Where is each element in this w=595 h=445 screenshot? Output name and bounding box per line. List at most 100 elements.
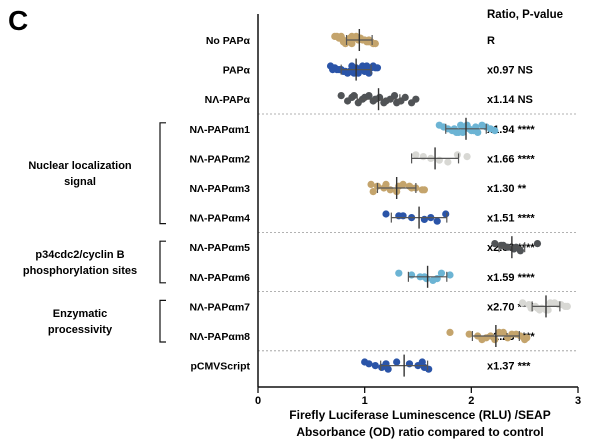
ratio-value: x1.94 **** bbox=[487, 124, 535, 136]
group-label: Enzymatic bbox=[53, 308, 107, 320]
data-point bbox=[369, 188, 377, 196]
panel-label: C bbox=[8, 5, 28, 36]
row-6: NΛ-PAPαm4 x1.51 **** bbox=[189, 206, 535, 229]
x-tick-label: 3 bbox=[575, 395, 581, 407]
data-point bbox=[425, 365, 433, 373]
data-point bbox=[467, 127, 475, 135]
data-point bbox=[350, 92, 358, 100]
data-point bbox=[405, 360, 414, 368]
data-point bbox=[393, 99, 401, 107]
ratio-value: x0.97 NS bbox=[487, 65, 533, 77]
data-point bbox=[463, 153, 471, 161]
row-3: NΛ-PAPαm1 x1.94 **** bbox=[189, 117, 535, 140]
data-point bbox=[491, 240, 499, 248]
group-label: phosphorylation sites bbox=[23, 265, 137, 277]
ratio-value: x1.37 *** bbox=[487, 361, 531, 373]
data-point bbox=[495, 328, 503, 336]
row-label: NΛ-PAPαm8 bbox=[189, 331, 250, 343]
data-point bbox=[348, 40, 356, 48]
data-point bbox=[491, 127, 499, 135]
data-point bbox=[365, 360, 373, 368]
data-point bbox=[420, 215, 428, 223]
row-2: NΛ-PAPα x1.14 NS bbox=[205, 88, 533, 111]
row-9: NΛ-PAPαm7 x2.70 **** bbox=[189, 295, 571, 318]
row-label: NΛ-PAPαm6 bbox=[189, 272, 250, 284]
row-label: PAPα bbox=[223, 65, 251, 77]
data-point bbox=[382, 360, 390, 368]
row-label: No PAPα bbox=[206, 35, 251, 47]
data-point bbox=[408, 271, 416, 279]
x-axis-label-line1: Firefly Luciferase Luminescence (RLU) /S… bbox=[289, 408, 550, 422]
row-label: NΛ-PAPα bbox=[205, 94, 251, 106]
data-point bbox=[361, 93, 369, 101]
row-label: NΛ-PAPαm1 bbox=[189, 124, 250, 136]
data-point bbox=[555, 301, 563, 309]
x-tick-label: 2 bbox=[468, 395, 474, 407]
data-point bbox=[382, 180, 390, 188]
divider-layer bbox=[258, 113, 578, 352]
row-4: NΛ-PAPαm2 x1.66 **** bbox=[189, 147, 535, 170]
data-point bbox=[399, 212, 407, 220]
data-point bbox=[546, 299, 554, 307]
data-point bbox=[395, 269, 403, 277]
row-0: No PAPα R bbox=[206, 29, 495, 51]
group-bracket bbox=[159, 299, 166, 343]
data-point bbox=[453, 151, 462, 159]
x-tick-label: 1 bbox=[362, 395, 368, 407]
data-point bbox=[463, 121, 471, 129]
data-point bbox=[504, 334, 512, 342]
ratio-value: x1.14 NS bbox=[487, 94, 533, 106]
group-label: processivity bbox=[48, 324, 113, 336]
data-point bbox=[384, 365, 392, 373]
row-label: NΛ-PAPαm4 bbox=[189, 213, 250, 225]
row-label: NΛ-PAPαm7 bbox=[189, 301, 250, 313]
data-point bbox=[412, 151, 420, 159]
data-point bbox=[533, 304, 542, 312]
row-label: NΛ-PAPαm3 bbox=[189, 183, 250, 195]
data-point bbox=[446, 271, 454, 279]
data-point bbox=[393, 358, 401, 366]
x-tick-layer: 0 1 2 3 bbox=[255, 387, 581, 407]
data-point bbox=[363, 62, 371, 70]
data-point bbox=[339, 38, 347, 46]
group-bracket bbox=[159, 240, 166, 284]
data-point bbox=[348, 32, 356, 41]
data-point bbox=[419, 153, 427, 161]
data-point bbox=[521, 336, 529, 344]
data-point bbox=[518, 299, 527, 307]
data-point bbox=[382, 97, 390, 105]
row-8: NΛ-PAPαm6 x1.59 **** bbox=[189, 265, 535, 288]
data-point bbox=[329, 66, 337, 74]
data-point bbox=[459, 128, 467, 136]
data-point bbox=[333, 32, 341, 41]
data-point bbox=[533, 240, 542, 248]
group-label: signal bbox=[64, 176, 96, 188]
ratio-header: Ratio, P-value bbox=[487, 9, 563, 21]
group-label: Nuclear localization bbox=[28, 160, 132, 172]
data-point bbox=[344, 97, 352, 105]
data-point bbox=[348, 67, 356, 75]
group-label: p34cdc2/cyclin B bbox=[35, 249, 124, 261]
data-point bbox=[408, 99, 416, 107]
data-point bbox=[561, 302, 569, 310]
row-7: NΛ-PAPαm5x2.38 **** bbox=[189, 236, 542, 259]
data-point bbox=[465, 330, 473, 338]
data-point bbox=[435, 156, 443, 164]
data-point bbox=[527, 304, 535, 312]
row-5: NΛ-PAPαm3 x1.30 ** bbox=[189, 177, 527, 199]
data-point bbox=[444, 158, 452, 166]
data-point bbox=[437, 269, 446, 277]
ratio-value: x1.51 **** bbox=[487, 213, 535, 225]
data-point bbox=[446, 328, 454, 336]
data-point bbox=[371, 362, 379, 370]
data-point bbox=[512, 330, 520, 338]
data-point bbox=[474, 128, 482, 136]
group-bracket-layer: Nuclear localization signal p34cdc2/cyclin… bbox=[23, 122, 166, 343]
data-point bbox=[499, 241, 507, 249]
row-label: NΛ-PAPαm5 bbox=[189, 242, 250, 254]
data-point bbox=[420, 186, 428, 194]
row-11: pCMVScript x1.37 *** bbox=[190, 354, 531, 377]
data-point bbox=[478, 336, 486, 344]
